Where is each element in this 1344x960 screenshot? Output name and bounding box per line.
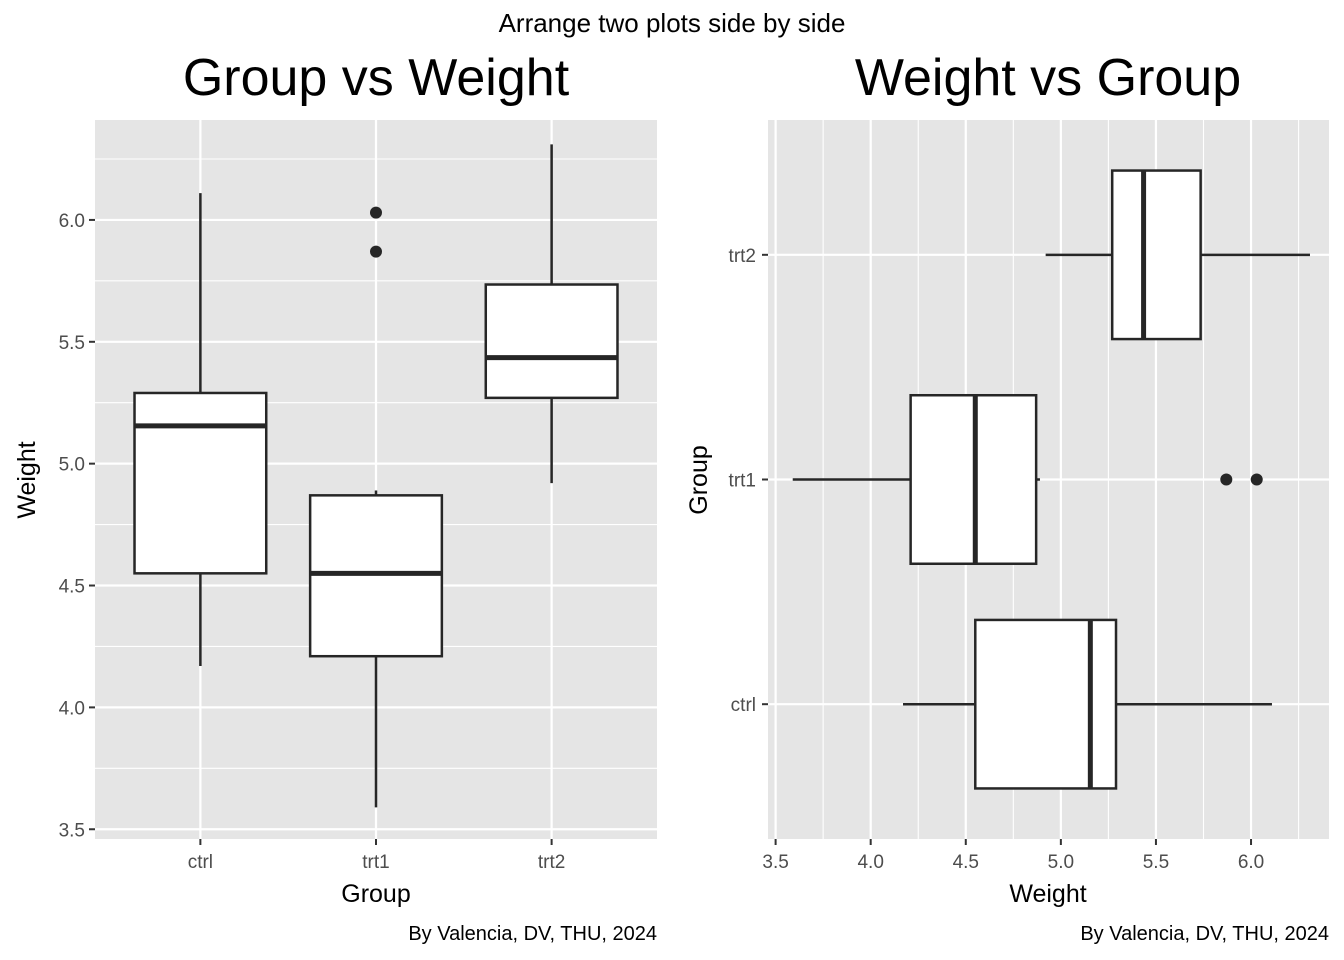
right-y-axis-title: Group: [685, 445, 713, 514]
left-y-tick-label: 4.5: [59, 577, 85, 598]
left-box-trt2: [484, 144, 619, 484]
right-chart-title: Weight vs Group: [855, 49, 1241, 107]
right-box-trt1: [792, 393, 1263, 566]
right-chart: Weight vs Group 3.5 4.0 4.5 5.0 5.5 6.0 ctrl tr…: [685, 49, 1329, 945]
right-box-trt2: [1045, 169, 1310, 341]
left-x-tick-label: trt2: [538, 852, 565, 873]
outlier-point: [1250, 473, 1263, 486]
left-y-tick-label: 5.0: [59, 455, 85, 476]
right-x-tick-label: 5.0: [1048, 852, 1074, 873]
figure-super-title: Arrange two plots side by side: [499, 8, 846, 38]
left-y-tick-label: 4.0: [59, 698, 85, 719]
right-x-tick-label: 3.5: [762, 852, 788, 873]
box-iqr: [484, 283, 619, 400]
left-y-tick-label: 3.5: [59, 820, 85, 841]
box-iqr: [974, 618, 1118, 790]
right-axes: 3.5 4.0 4.5 5.0 5.5 6.0 ctrl trt1 trt2: [729, 246, 1265, 873]
box-iqr: [1110, 169, 1202, 341]
outlier-point: [1220, 473, 1233, 486]
outlier-point: [370, 206, 382, 219]
right-caption: By Valencia, DV, THU, 2024: [1080, 923, 1329, 945]
right-boxplots: [792, 169, 1310, 790]
right-x-tick-label: 4.5: [953, 852, 979, 873]
left-box-ctrl: [133, 193, 268, 666]
right-x-tick-label: 5.5: [1143, 852, 1169, 873]
left-chart: Group vs Weight 3.5 4.0 4.5 5.0 5.5 6.0 ctrl tr…: [13, 49, 657, 945]
right-x-axis-title: Weight: [1009, 880, 1086, 908]
left-box-trt1: [308, 206, 444, 808]
left-y-axis-title: Weight: [13, 441, 41, 518]
right-y-tick-label: ctrl: [731, 695, 756, 716]
outlier-point: [370, 245, 382, 258]
right-x-tick-label: 4.0: [857, 852, 883, 873]
left-axes: 3.5 4.0 4.5 5.0 5.5 6.0 ctrl trt1 trt2: [59, 211, 566, 873]
left-y-tick-label: 5.5: [59, 333, 85, 354]
left-boxplots: [133, 144, 619, 808]
left-x-tick-label: ctrl: [188, 852, 213, 873]
left-y-tick-label: 6.0: [59, 211, 85, 232]
box-iqr: [133, 391, 268, 575]
right-box-ctrl: [903, 618, 1272, 790]
right-y-tick-label: trt1: [729, 471, 756, 492]
left-x-tick-label: trt1: [362, 852, 389, 873]
left-chart-title: Group vs Weight: [183, 49, 570, 107]
left-caption: By Valencia, DV, THU, 2024: [408, 923, 657, 945]
right-y-tick-label: trt2: [729, 246, 756, 267]
left-x-axis-title: Group: [341, 880, 410, 908]
right-x-tick-label: 6.0: [1238, 852, 1264, 873]
